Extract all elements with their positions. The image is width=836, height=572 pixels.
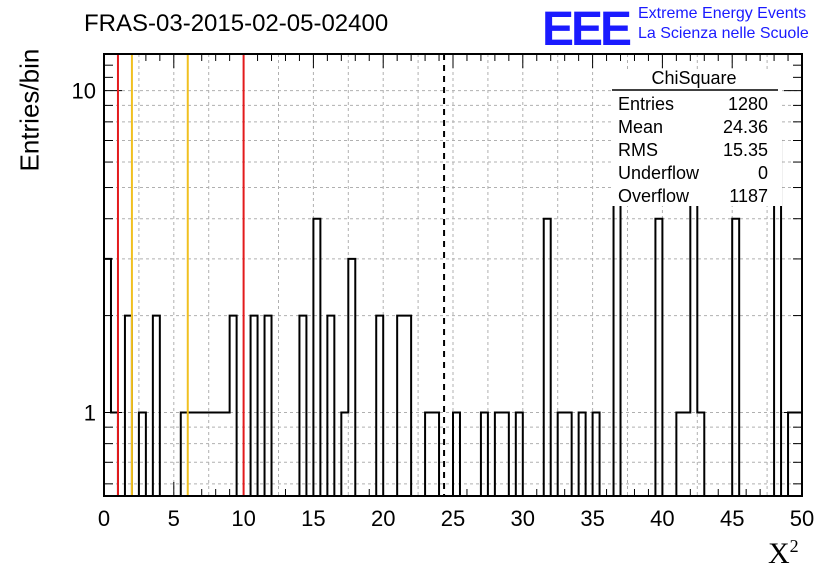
histogram-bin bbox=[265, 316, 272, 496]
stats-row-value: 24.36 bbox=[723, 117, 768, 137]
x-tick-label: 40 bbox=[650, 506, 674, 531]
stats-row-value: 1187 bbox=[729, 186, 768, 206]
histogram-bin bbox=[230, 316, 237, 496]
x-axis-label-base: X bbox=[768, 537, 790, 570]
x-tick-label: 35 bbox=[580, 506, 604, 531]
histogram-bin bbox=[655, 219, 662, 496]
histogram-bin bbox=[251, 316, 258, 496]
x-tick-label: 45 bbox=[720, 506, 744, 531]
y-tick-label: 1 bbox=[84, 400, 96, 425]
stats-row-value: 1280 bbox=[728, 94, 768, 114]
histogram-bin bbox=[544, 219, 551, 496]
histogram-bin bbox=[313, 219, 320, 496]
histogram-bin bbox=[404, 316, 411, 496]
logo-line-1: Extreme Energy Events bbox=[638, 5, 807, 22]
eee-logo-mark: EEE bbox=[542, 3, 632, 56]
y-tick-label: 10 bbox=[72, 79, 96, 104]
x-axis-label: X2 bbox=[768, 536, 799, 571]
stats-box-bg bbox=[612, 70, 782, 206]
x-axis-label-sup: 2 bbox=[789, 536, 799, 556]
plot-frame bbox=[103, 53, 803, 497]
histogram-bin bbox=[327, 316, 334, 496]
stats-row-label: Mean bbox=[618, 117, 663, 137]
x-tick-label: 5 bbox=[168, 506, 180, 531]
x-tick-label: 20 bbox=[371, 506, 395, 531]
histogram-bin bbox=[348, 259, 355, 496]
histogram-bin bbox=[104, 259, 111, 496]
histogram-bin bbox=[732, 219, 739, 496]
x-tick-label: 25 bbox=[441, 506, 465, 531]
stats-title: ChiSquare bbox=[651, 68, 736, 88]
x-tick-label: 15 bbox=[301, 506, 325, 531]
histogram-bin bbox=[397, 316, 404, 496]
x-tick-label: 50 bbox=[790, 506, 814, 531]
stats-row-label: RMS bbox=[618, 140, 658, 160]
x-tick-label: 30 bbox=[511, 506, 535, 531]
x-tick-label: 10 bbox=[231, 506, 255, 531]
stats-row-label: Entries bbox=[618, 94, 674, 114]
stats-row-value: 0 bbox=[758, 163, 768, 183]
stats-row-label: Underflow bbox=[618, 163, 700, 183]
histogram-bin bbox=[376, 316, 383, 496]
stats-row-label: Overflow bbox=[618, 186, 690, 206]
x-tick-label: 0 bbox=[98, 506, 110, 531]
histogram-bin bbox=[153, 316, 160, 496]
histogram-bin bbox=[614, 162, 621, 496]
stats-row-value: 15.35 bbox=[723, 140, 768, 160]
histogram-bin bbox=[299, 316, 306, 496]
logo-line-2: La Scienza nelle Scuole bbox=[638, 25, 809, 42]
histogram-bin bbox=[125, 316, 132, 496]
chart-title: FRAS-03-2015-02-05-02400 bbox=[84, 10, 389, 37]
eee-logo-text: Extreme Energy Events La Scienza nelle S… bbox=[638, 4, 809, 44]
